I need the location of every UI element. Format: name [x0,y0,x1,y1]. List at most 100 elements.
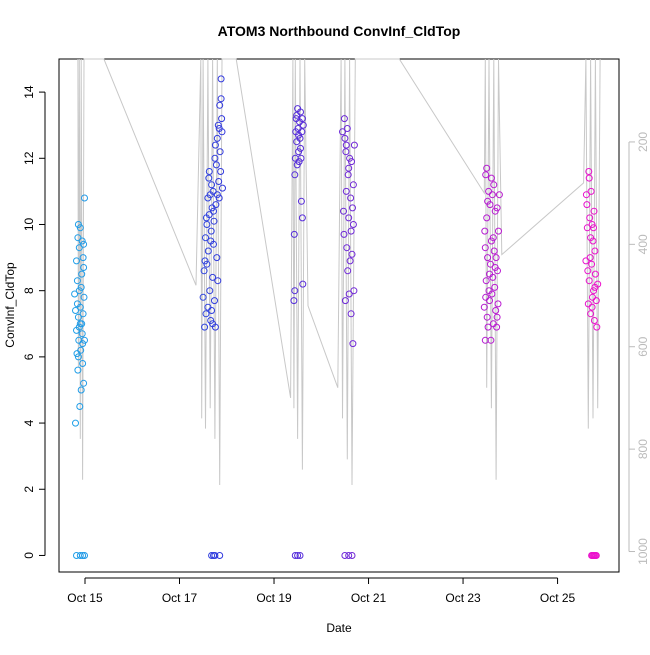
data-point [483,164,491,172]
data-point [590,207,598,215]
pressure-trace-layer [77,58,601,486]
data-point [210,217,218,225]
data-point [348,552,356,559]
data-point [295,131,303,139]
data-point [217,75,225,83]
data-point [350,141,358,149]
data-point [76,303,84,311]
data-point [347,227,355,235]
data-point [588,260,596,268]
data-point [296,552,304,559]
data-point [201,257,209,265]
data-point [299,121,307,129]
data-point [78,237,86,245]
data-point [591,247,599,255]
data-point [79,340,87,348]
data-point [588,221,596,228]
data-point [489,234,497,242]
data-point [495,227,502,235]
y2-tick-label: 400 [636,234,650,254]
data-point [482,293,490,301]
data-point [587,310,595,318]
data-point [80,293,88,301]
data-point [342,187,350,195]
axes-layer: 0 2 4 6 8 10 12 14 200 400 600 800 1000 Oct 15 Oct 17 O… [22,85,650,605]
data-point [480,303,488,311]
data-point [585,277,593,285]
data-point [487,336,495,344]
data-point [340,115,348,123]
data-point [208,307,216,314]
data-point [342,141,350,149]
data-point [343,244,351,252]
data-point [210,207,217,215]
data-point [202,310,210,318]
data-point [490,181,498,189]
data-point [73,326,80,334]
data-point [587,234,595,242]
data-point [212,201,220,209]
data-point [340,230,348,238]
data-point [488,191,496,199]
data-point [592,297,600,305]
data-point [79,552,87,559]
data-point [481,244,489,252]
data-points-layer [71,75,602,559]
y-tick-label: 0 [22,552,36,559]
data-point [79,360,87,367]
data-point [290,230,298,238]
data-point [493,204,501,212]
y-tick-label: 12 [22,151,36,165]
data-point [492,307,500,314]
data-point [491,283,499,291]
data-point [211,141,219,149]
data-point [215,178,223,185]
data-point [590,317,598,324]
data-point [80,379,88,387]
data-point [590,224,597,232]
data-point [339,128,346,136]
data-point [219,184,226,192]
data-point [485,187,493,195]
y2-tick-label: 200 [636,132,650,152]
data-point [76,320,84,328]
data-point [341,297,349,305]
data-point [350,287,358,295]
data-point [216,101,224,109]
data-point [206,287,214,295]
data-point [209,187,217,195]
data-point [348,250,356,258]
data-point [73,277,81,285]
data-point [591,270,599,278]
pressure-line [77,58,601,486]
y-tick-label: 8 [22,287,36,294]
x-tick-label: Oct 17 [162,591,198,605]
data-point [345,290,353,298]
data-point [205,168,213,175]
data-point [73,257,80,265]
data-point [211,323,219,331]
data-point [341,134,349,142]
data-point [207,237,215,245]
data-point [74,234,82,242]
data-point [343,125,351,132]
data-point [217,168,225,175]
data-point [201,323,209,331]
data-point [591,283,599,291]
y2-tick-label: 600 [636,336,650,356]
data-point [216,552,224,559]
data-point [582,191,590,199]
data-point [344,267,352,275]
data-point [81,552,88,559]
data-point [585,174,593,182]
data-point [484,197,492,205]
data-point [203,221,211,228]
data-point [592,552,600,559]
x-tick-label: Oct 15 [67,591,103,605]
data-point [76,224,84,232]
y-axis-label: ConvInf_CldTop [3,262,17,348]
data-point [347,310,355,318]
data-point [495,191,503,199]
data-point [297,154,305,162]
